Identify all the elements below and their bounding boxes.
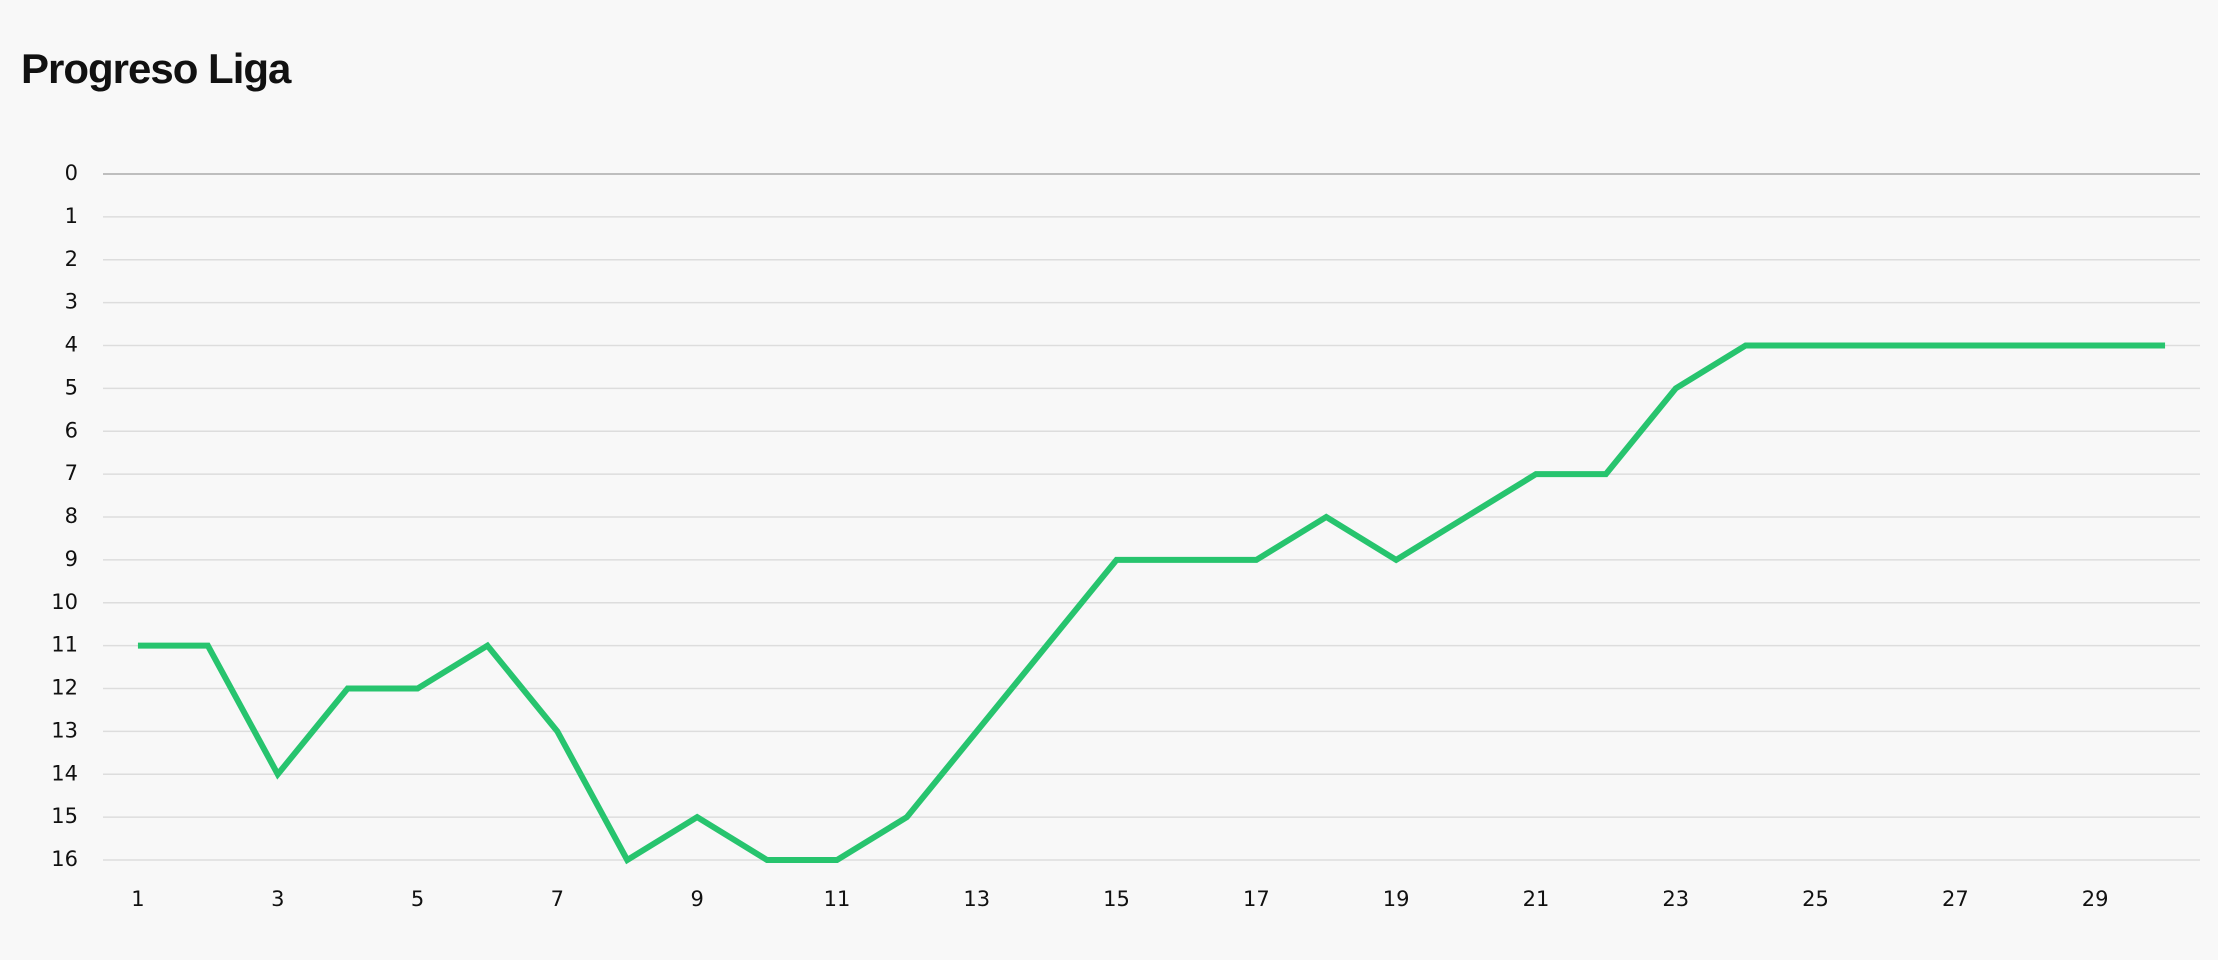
y-tick-label: 15 [51,804,78,828]
x-tick-label: 7 [551,887,564,911]
y-tick-label: 3 [65,290,78,314]
y-tick-label: 7 [65,461,78,485]
y-tick-label: 6 [65,418,78,442]
y-tick-label: 10 [51,590,78,614]
y-tick-label: 16 [51,847,78,871]
x-tick-label: 3 [271,887,284,911]
x-tick-label: 25 [1802,887,1829,911]
x-tick-label: 9 [690,887,703,911]
y-tick-label: 0 [65,161,78,185]
x-tick-label: 5 [411,887,424,911]
x-tick-label: 15 [1103,887,1130,911]
y-tick-label: 5 [65,375,78,399]
x-tick-label: 11 [824,887,851,911]
y-tick-label: 4 [65,333,78,357]
x-tick-label: 23 [1662,887,1689,911]
x-tick-label: 13 [963,887,990,911]
y-tick-label: 2 [65,247,78,271]
chart-title: Progreso Liga [21,45,292,92]
x-tick-label: 21 [1523,887,1550,911]
y-tick-label: 12 [51,676,78,700]
y-tick-label: 13 [51,718,78,742]
y-tick-label: 1 [65,204,78,228]
y-tick-label: 9 [65,547,78,571]
y-tick-label: 14 [51,761,78,785]
x-tick-label: 27 [1942,887,1969,911]
x-tick-label: 1 [131,887,144,911]
y-tick-label: 11 [51,633,78,657]
line [137,342,2166,865]
x-tick-label: 29 [2082,887,2109,911]
x-tick-label: 17 [1243,887,1270,911]
y-tick-label: 8 [65,504,78,528]
x-tick-label: 19 [1383,887,1410,911]
